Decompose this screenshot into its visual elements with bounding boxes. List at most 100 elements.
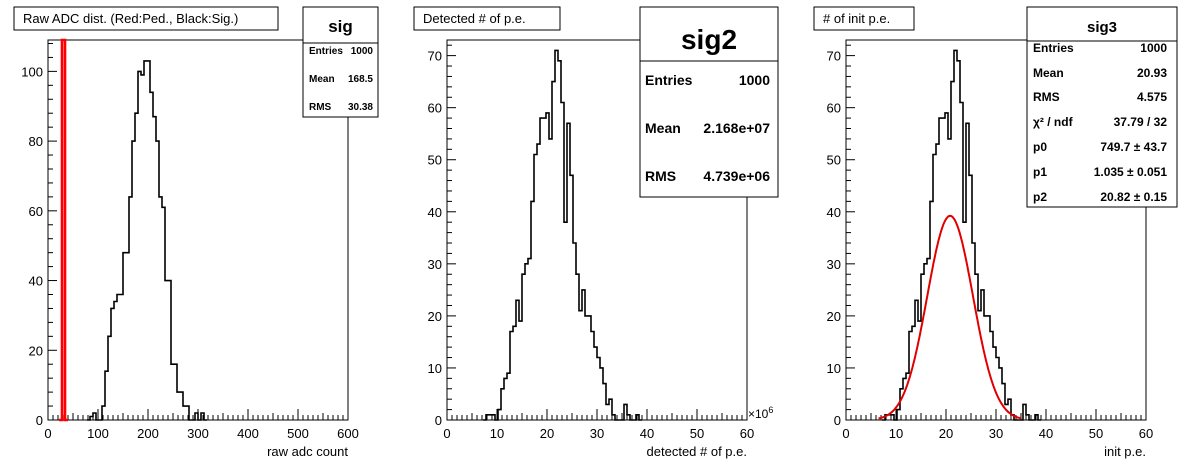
x-tick-label: 100 (87, 426, 109, 441)
x-tick-label: 20 (540, 426, 554, 441)
x-axis-exponent-power: 6 (768, 405, 773, 415)
histogram-bin (891, 415, 894, 420)
x-axis-label: raw adc count (267, 444, 348, 459)
stats-label: p0 (1033, 140, 1047, 154)
x-tick-label: 60 (740, 426, 754, 441)
x-tick-label: 400 (237, 426, 259, 441)
histogram-bin (90, 417, 93, 420)
histogram-bin (513, 326, 516, 420)
stats-name: sig2 (681, 24, 737, 55)
histogram-bin (612, 415, 615, 420)
histogram-bin (564, 222, 567, 420)
x-tick-label: 10 (490, 426, 504, 441)
histogram-bin (519, 321, 522, 420)
histogram-bin (606, 404, 609, 420)
x-tick-label: 40 (640, 426, 654, 441)
histogram-bin (975, 274, 978, 420)
histogram-bin (123, 253, 126, 420)
histogram-bin (129, 197, 132, 420)
histogram-bin (624, 404, 627, 420)
histogram-bin (942, 118, 945, 420)
histogram-bin (516, 300, 519, 420)
histogram-bin (915, 300, 918, 420)
x-tick-label: 50 (1089, 426, 1103, 441)
y-tick-label: 20 (29, 343, 43, 358)
stats-value: 749.7 ± 43.7 (1100, 140, 1167, 154)
stats-value: 2.168e+07 (703, 120, 770, 136)
stats-label: RMS (645, 168, 676, 184)
stats-label: RMS (309, 102, 332, 113)
histogram-bin (627, 415, 630, 420)
histogram-bin (1008, 399, 1011, 420)
title-box (13, 6, 279, 31)
title-box (413, 6, 561, 31)
chart-title: Raw ADC dist. (Red:Ped., Black:Sig.) (23, 11, 238, 26)
histogram-series-2 (59, 38, 68, 422)
histogram-bin (486, 415, 489, 420)
histogram-bin (960, 102, 963, 420)
histogram-bin (594, 347, 597, 420)
histogram-bin (489, 415, 492, 420)
x-tick-label: 300 (187, 426, 209, 441)
x-tick-label: 0 (443, 426, 450, 441)
x-tick-label: 0 (842, 426, 849, 441)
chart-title: Detected # of p.e. (423, 11, 526, 26)
histogram-bin (981, 290, 984, 420)
y-tick-label: 60 (428, 101, 442, 116)
title-box (813, 6, 915, 31)
histogram-bin (183, 406, 186, 420)
histogram-bin (579, 311, 582, 420)
y-tick-label: 30 (827, 257, 841, 272)
histogram-bin (1035, 415, 1038, 420)
histogram-bin (561, 102, 564, 420)
histogram-bin (498, 410, 501, 420)
histogram-bin (147, 61, 150, 420)
histogram-bin (600, 368, 603, 420)
y-tick-label: 40 (428, 205, 442, 220)
y-tick-label: 0 (435, 413, 442, 428)
histogram-bin (570, 175, 573, 420)
stats-box (639, 6, 779, 198)
histogram-bin (921, 274, 924, 420)
histogram-bin (111, 308, 114, 420)
y-tick-label: 80 (29, 134, 43, 149)
y-tick-label: 30 (428, 257, 442, 272)
histogram-series-1 (483, 49, 642, 421)
stats-value: 1.035 ± 0.051 (1094, 165, 1168, 179)
histogram-bin (501, 389, 504, 420)
y-tick-label: 100 (21, 64, 43, 79)
stats-value: 168.5 (348, 74, 373, 85)
histogram-bin (912, 326, 915, 420)
histogram-bin (171, 364, 174, 420)
histogram-bin (522, 274, 525, 420)
histogram-bin (507, 373, 510, 420)
histogram-bin (585, 316, 588, 420)
histogram-series-1 (87, 60, 207, 421)
stats-label: χ² / ndf (1033, 115, 1074, 129)
histogram-bin (540, 118, 543, 420)
gaussian-fit-curve (878, 214, 1022, 420)
histogram-bin (186, 406, 189, 420)
stats-value: 1000 (351, 46, 374, 57)
stats-label: Mean (1033, 66, 1064, 80)
stats-label: Entries (1033, 41, 1074, 55)
histogram-bin (609, 399, 612, 420)
y-tick-label: 40 (827, 205, 841, 220)
histogram-bin (957, 61, 960, 420)
y-tick-label: 40 (29, 274, 43, 289)
y-tick-label: 0 (36, 413, 43, 428)
histogram-bin (120, 294, 123, 420)
histogram-bin (567, 123, 570, 420)
chart-panel-1: 0 100 200 300 400 500 600 0 20 40 60 80 100 raw adc c… (13, 6, 379, 459)
histogram-bin (1002, 384, 1005, 420)
x-tick-label: 50 (690, 426, 704, 441)
stats-name: sig (328, 17, 353, 36)
histogram-bin (972, 243, 975, 420)
histogram-bin (492, 415, 495, 420)
stats-label: Mean (309, 74, 335, 85)
y-tick-label: 70 (428, 49, 442, 64)
histogram-bin (933, 155, 936, 420)
histogram-bin (531, 201, 534, 420)
histogram-bin (132, 141, 135, 420)
